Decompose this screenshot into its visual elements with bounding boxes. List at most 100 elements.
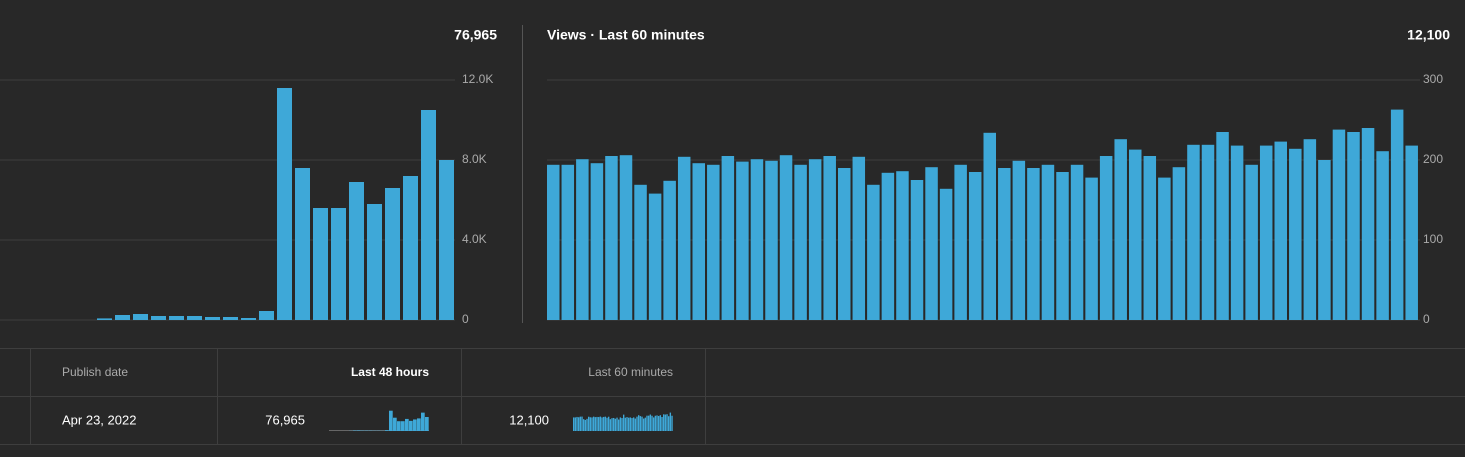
sparkline-bar (581, 416, 583, 431)
sparkline-bar (389, 410, 393, 431)
sparkline-bar (409, 420, 413, 431)
bar (277, 88, 292, 320)
bar (187, 316, 202, 320)
y-tick-label: 300 (1423, 72, 1443, 86)
bar (223, 317, 238, 320)
sparkline-bar (641, 416, 643, 431)
sparkline-bar (598, 417, 600, 431)
sparkline-bar (669, 412, 672, 431)
bar (1143, 156, 1157, 320)
sparkline-bar (576, 416, 578, 431)
bar (1070, 164, 1084, 320)
column-header[interactable]: Last 48 hours (351, 365, 429, 379)
sparkline-bar (666, 414, 668, 431)
sparkline-bar (594, 417, 597, 431)
sparkline-bar (606, 417, 608, 431)
bar (576, 159, 589, 320)
bar (750, 159, 764, 320)
bar (605, 156, 618, 320)
bar (721, 156, 735, 320)
sparkline-bar (618, 419, 620, 431)
bar (115, 315, 130, 320)
sparkline-bar (596, 416, 598, 431)
bar (151, 316, 166, 320)
y-tick-label: 200 (1423, 152, 1443, 166)
bar (403, 176, 418, 320)
sparkline-bar (586, 418, 588, 431)
bar (648, 193, 662, 320)
sparkline-bar (616, 417, 618, 431)
sparkline-bar (644, 417, 647, 431)
cell-total: 76,965 (265, 412, 305, 427)
sparkline-bar (638, 415, 640, 431)
chart-title: Views · Last 60 minutes (547, 27, 705, 43)
sparkline-bar (357, 430, 361, 431)
bar (925, 167, 938, 320)
y-tick-label: 12.0K (462, 72, 493, 86)
bar (259, 311, 274, 320)
bar (634, 184, 647, 320)
bar (619, 155, 633, 320)
sparkline-bar (654, 415, 657, 431)
sparkline-bar (413, 419, 417, 431)
bar (1274, 141, 1287, 320)
sparkline-bar (621, 418, 623, 431)
bar (794, 164, 807, 320)
sparkline-bar (601, 417, 603, 431)
bar (867, 184, 880, 320)
sparkline-bar (401, 421, 405, 431)
sparkline-bar (646, 415, 648, 431)
sparkline-bar (656, 415, 658, 431)
column-header[interactable]: Last 60 minutes (588, 365, 673, 379)
bar (367, 204, 382, 320)
bar (968, 172, 982, 320)
sparkline-bar (614, 418, 617, 431)
sparkline-bar (623, 414, 625, 431)
y-tick-label: 0 (1423, 312, 1430, 326)
bar (385, 188, 400, 320)
sparkline-bar (573, 417, 575, 431)
sparkline-bar (589, 417, 592, 431)
sparkline-bar (626, 417, 628, 431)
bar (1361, 128, 1375, 320)
bar (1012, 160, 1026, 320)
sparkline-bar (574, 417, 577, 431)
bar (1187, 144, 1200, 320)
bar (779, 155, 793, 320)
bar (1056, 172, 1069, 320)
bar (1201, 144, 1215, 320)
bar (983, 132, 996, 320)
sparkline-bar (671, 415, 673, 431)
sparkline-bar (659, 415, 662, 431)
bar (547, 164, 560, 320)
bar (1114, 139, 1127, 320)
total: 76,965 (454, 27, 497, 43)
sparkline-bar (405, 418, 409, 431)
sparkline-bar (604, 416, 607, 431)
bar (1041, 164, 1055, 320)
sparkline-bar (593, 416, 595, 431)
bar (1172, 167, 1186, 320)
bar (1390, 109, 1404, 320)
bar (1376, 151, 1389, 320)
y-tick-label: 4.0K (462, 232, 487, 246)
bar (1230, 145, 1244, 320)
sparkline-bar (579, 416, 582, 431)
bar (1332, 129, 1346, 320)
cell-total: 12,100 (509, 412, 549, 427)
sparkline-bar (397, 421, 401, 431)
bar (954, 164, 967, 320)
bar (707, 164, 720, 320)
sparkline-bar (636, 416, 638, 431)
sparkline-bar (421, 412, 425, 431)
bar (205, 317, 220, 320)
column-header[interactable]: Publish date (62, 365, 128, 379)
bar (1245, 164, 1258, 320)
sparkline-bar (664, 414, 667, 431)
bar (439, 160, 454, 320)
sparkline-bar (385, 430, 389, 431)
bar (421, 110, 436, 320)
bar (998, 168, 1011, 320)
bar (677, 156, 691, 320)
